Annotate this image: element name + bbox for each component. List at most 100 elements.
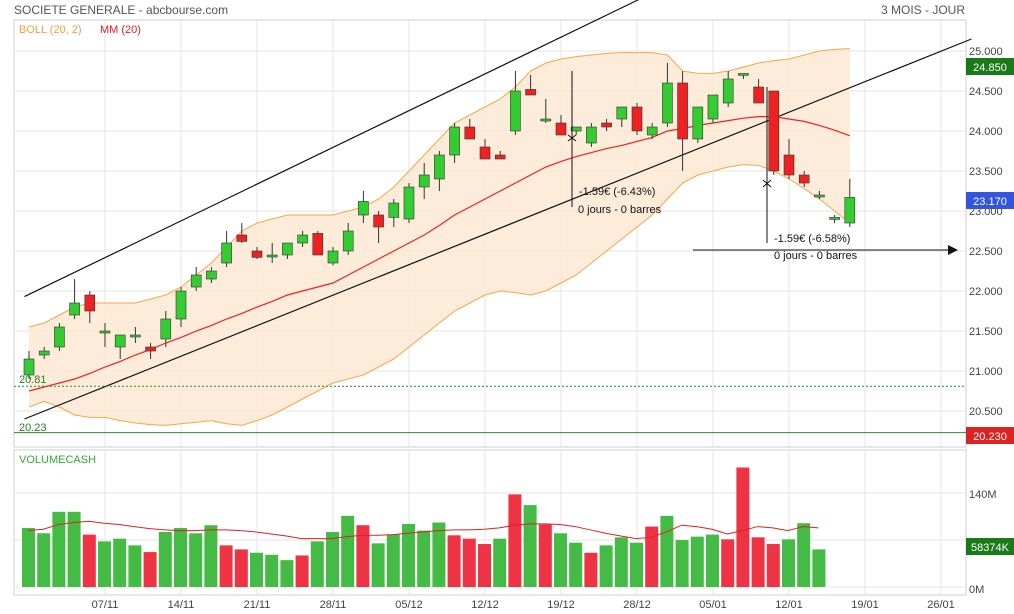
volume-bar	[82, 534, 96, 587]
volume-axis-label-zero: 0M	[969, 584, 984, 596]
price-tag-current-text: 23.170	[973, 196, 1007, 208]
date-axis: 07/11 14/11 21/11 28/11 05/12 12/12 19/12 28/12…	[92, 599, 955, 611]
candle-body	[525, 89, 536, 96]
candle-body	[38, 350, 50, 356]
volume-bar	[493, 538, 507, 587]
legend-volume: VOLUMECASH	[19, 454, 96, 466]
volume-bar	[22, 527, 35, 587]
volume-bar	[660, 515, 674, 587]
volume-bar	[143, 552, 157, 587]
candle-body	[388, 202, 400, 218]
candle-body	[738, 73, 749, 76]
date-tick-label: 26/01	[927, 599, 955, 611]
candle-body	[236, 234, 248, 242]
volume-bar	[766, 544, 780, 587]
candle-body	[692, 106, 704, 140]
support-levels	[14, 385, 966, 434]
candle-body	[768, 90, 780, 172]
candle-body	[84, 294, 96, 312]
candle-body	[418, 174, 430, 188]
date-tick-label: 05/12	[395, 599, 423, 611]
volume-bar	[250, 552, 263, 587]
volume-panel-frame	[13, 449, 967, 596]
candle-body	[494, 154, 506, 160]
candle-body	[464, 126, 476, 140]
candle-body	[631, 106, 643, 132]
volume-bar	[508, 494, 522, 587]
candle-body	[814, 194, 825, 198]
candle-body	[798, 174, 810, 184]
volume-bar	[158, 531, 172, 587]
candlesticks	[23, 63, 856, 379]
price-tick-label: 21.000	[969, 366, 1003, 378]
legend-boll: BOLL (20, 2)	[19, 24, 82, 36]
price-axis: 25.00024.50024.00023.50023.00022.50022.0…	[969, 46, 1003, 418]
candle-body	[327, 250, 339, 264]
candle-body	[722, 78, 734, 104]
price-tag-current	[966, 192, 1014, 209]
volume-bar	[614, 537, 628, 587]
band-fill	[29, 48, 850, 426]
candle-body	[449, 126, 460, 156]
price-tag-top	[966, 58, 1014, 75]
price-tag-bottom-text: 20.230	[973, 431, 1007, 443]
candle-body	[266, 254, 278, 258]
candle-body	[130, 334, 141, 338]
volume-bar	[265, 554, 279, 587]
volume-bar	[113, 538, 127, 587]
candle-body	[69, 302, 80, 316]
candle-body	[707, 94, 719, 120]
candle-body	[54, 326, 65, 348]
price-tag-top-text: 24.850	[973, 62, 1007, 74]
channel-lower-line	[24, 38, 972, 420]
volume-bar	[402, 523, 415, 587]
volume-axis-label-max: 140M	[969, 489, 997, 501]
volume-bar	[523, 505, 537, 587]
volume-bar	[812, 549, 826, 587]
candle-body	[160, 318, 172, 340]
volume-bar	[432, 522, 446, 587]
volume-bar	[341, 515, 355, 587]
annotation-2-cross	[762, 179, 772, 188]
volume-bar	[782, 539, 795, 587]
candle-body	[555, 122, 567, 136]
date-tick-label: 12/01	[775, 599, 803, 611]
date-tick-label: 19/01	[851, 599, 879, 611]
candle-body	[586, 126, 597, 144]
volume-bar	[645, 526, 659, 587]
candle-body	[403, 186, 415, 220]
date-tick-label: 21/11	[244, 599, 271, 611]
volume-bar	[462, 538, 476, 587]
volume-tag	[966, 538, 1014, 555]
volume-ma-line	[27, 520, 819, 540]
volume-bar	[326, 531, 339, 587]
candle-body	[206, 270, 217, 280]
volume-bar	[98, 541, 111, 587]
candle-body	[616, 106, 628, 120]
date-tick-label: 28/12	[623, 599, 651, 611]
date-tick-label: 19/12	[547, 599, 575, 611]
date-tick-label: 14/11	[168, 599, 195, 611]
volume-bar	[797, 523, 811, 587]
candle-body	[190, 274, 202, 288]
candle-body	[753, 86, 764, 104]
volume-bar	[630, 542, 643, 587]
price-tick-label: 20.500	[969, 406, 1003, 418]
level-dotted-label: 20.81	[19, 374, 47, 386]
candle-body	[282, 242, 293, 256]
candle-body	[570, 126, 582, 132]
candle-body	[297, 234, 308, 244]
price-tick-label: 24.000	[969, 126, 1003, 138]
annotation-2-change: -1.59€ (-6.58%)	[774, 233, 850, 245]
candle-body	[342, 230, 354, 252]
price-tick-label: 23.500	[969, 166, 1003, 178]
price-panel-frame	[13, 19, 967, 448]
annotation-arrow-head	[948, 245, 958, 255]
volume-bar	[599, 545, 613, 587]
volume-bar	[706, 534, 719, 587]
candle-body	[434, 154, 445, 180]
volume-bar	[478, 544, 491, 587]
volume-bar	[721, 539, 735, 587]
volume-bars	[22, 467, 826, 587]
